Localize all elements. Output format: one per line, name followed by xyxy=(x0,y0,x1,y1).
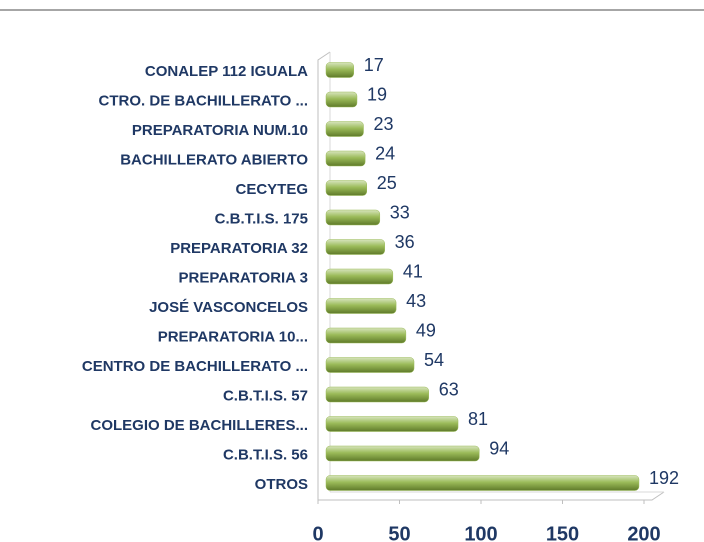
category-label: CONALEP 112 IGUALA xyxy=(145,63,308,80)
value-label: 43 xyxy=(406,291,426,311)
x-tick-label: 0 xyxy=(312,523,323,542)
bar xyxy=(325,445,480,462)
bar xyxy=(325,121,364,137)
bar xyxy=(325,416,459,432)
value-label: 81 xyxy=(468,409,488,429)
bar xyxy=(325,209,381,226)
bar xyxy=(325,150,366,167)
bar xyxy=(325,62,354,78)
value-label: 192 xyxy=(649,468,679,488)
category-label: PREPARATORIA 3 xyxy=(179,269,308,286)
category-label: PREPARATORIA 32 xyxy=(170,240,308,257)
category-label: C.B.T.I.S. 56 xyxy=(223,446,308,463)
category-label: COLEGIO DE BACHILLERES... xyxy=(90,417,308,434)
category-label: CENTRO DE BACHILLERATO ... xyxy=(82,358,308,375)
value-label: 19 xyxy=(367,84,387,104)
category-label: BACHILLERATO ABIERTO xyxy=(120,151,308,168)
category-label: C.B.T.I.S. 57 xyxy=(223,387,308,404)
x-tick-label: 200 xyxy=(627,523,660,542)
x-tick-label: 150 xyxy=(546,523,579,542)
value-label: 17 xyxy=(364,55,384,75)
value-label: 63 xyxy=(439,379,459,399)
value-label: 49 xyxy=(416,320,436,340)
bar xyxy=(325,91,358,108)
bar xyxy=(325,180,367,196)
category-label: OTROS xyxy=(255,476,308,493)
category-label: CTRO. DE BACHILLERATO ... xyxy=(99,92,308,109)
bar xyxy=(325,239,385,255)
bar xyxy=(325,268,394,285)
category-label: CECYTEG xyxy=(235,181,308,198)
bar xyxy=(325,386,429,403)
value-label: 25 xyxy=(377,173,397,193)
bar xyxy=(325,357,415,373)
value-label: 54 xyxy=(424,350,444,370)
value-label: 36 xyxy=(395,232,415,252)
value-label: 24 xyxy=(375,143,395,163)
category-label: JOSÉ VASCONCELOS xyxy=(149,299,308,316)
bar xyxy=(325,475,640,491)
value-label: 33 xyxy=(390,202,410,222)
value-label: 94 xyxy=(489,438,509,458)
category-label: PREPARATORIA NUM.10 xyxy=(132,122,308,139)
bar xyxy=(325,327,407,344)
category-label: PREPARATORIA 10... xyxy=(158,328,308,345)
value-label: 41 xyxy=(403,261,423,281)
category-label: C.B.T.I.S. 175 xyxy=(215,210,308,227)
value-label: 23 xyxy=(373,114,393,134)
x-tick-label: 100 xyxy=(464,523,497,542)
x-tick-label: 50 xyxy=(388,523,410,542)
bar xyxy=(325,298,397,314)
